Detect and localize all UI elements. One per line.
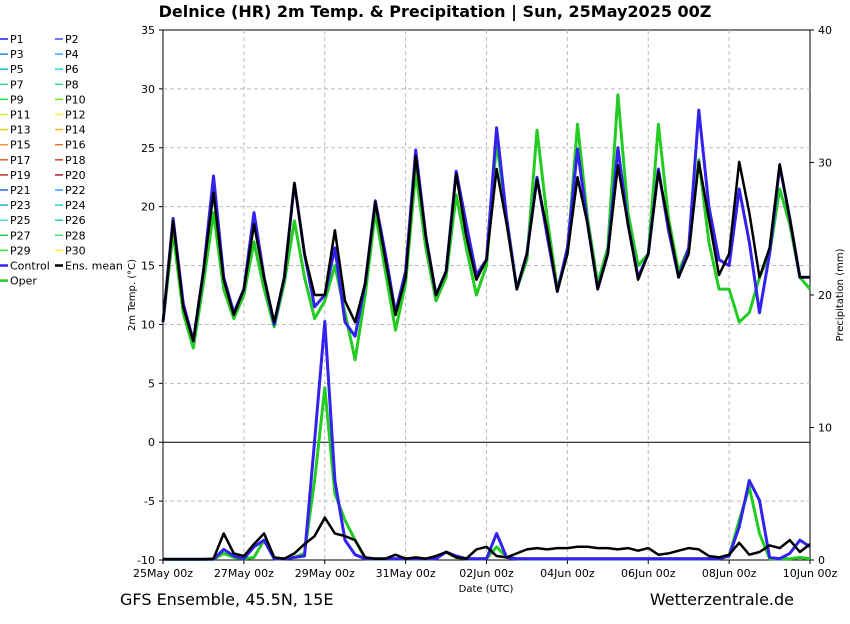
legend-label: Ens. mean	[65, 260, 123, 273]
y-tick-label: -5	[144, 495, 155, 508]
y2-axis-label: Precipitation (mm)	[835, 248, 846, 341]
legend-label: P19	[10, 169, 31, 182]
y-tick-label: 20	[141, 201, 155, 214]
legend-label: P5	[10, 63, 24, 76]
x-tick-label: 02Jun 00z	[459, 567, 514, 580]
legend-label: P10	[65, 93, 86, 106]
temperature-series-layer	[161, 93, 812, 362]
y2-tick-label: 20	[818, 289, 832, 302]
legend-label: Control	[10, 260, 50, 273]
x-axis-ticks: 25May 00z 27May 00z 29May 00z 31May 00z 02Ju…	[133, 560, 837, 580]
y-tick-label: 25	[141, 142, 155, 155]
legend-label: P20	[65, 169, 86, 182]
legend-label: P16	[65, 139, 86, 152]
y2-tick-label: 0	[818, 554, 825, 567]
legend-label: P13	[10, 124, 31, 137]
x-tick-label: 04Jun 00z	[540, 567, 595, 580]
x-axis-label: Date (UTC)	[459, 584, 514, 595]
legend-label: P14	[65, 124, 86, 137]
y-axis-ticks: -10 -5 0 5 10 15 20 25 30 35	[137, 24, 163, 567]
x-tick-label: 29May 00z	[295, 567, 355, 580]
y-tick-label: 30	[141, 83, 155, 96]
legend-label: P8	[65, 78, 79, 91]
x-tick-label: 08Jun 00z	[702, 567, 757, 580]
x-tick-label: 10Jun 00z	[783, 567, 838, 580]
precip-line-ens-mean	[163, 516, 811, 561]
y2-tick-label: 40	[818, 24, 832, 37]
legend-label: P28	[65, 229, 86, 242]
legend-label: P27	[10, 229, 31, 242]
legend-label: P7	[10, 78, 24, 91]
legend: P1 P2 P3 P4 P5 P6 P7 P8 P9 P10 P11 P12 P13 P14 P15 P16 P…	[0, 33, 123, 288]
x-tick-label: 25May 00z	[133, 567, 193, 580]
legend-label: P2	[65, 33, 79, 46]
legend-label: P1	[10, 33, 24, 46]
legend-label: P21	[10, 184, 31, 197]
legend-label: P9	[10, 93, 24, 106]
legend-label: P30	[65, 244, 86, 257]
legend-label: P6	[65, 63, 79, 76]
chart-title: Delnice (HR) 2m Temp. & Precipitation | …	[159, 2, 712, 22]
legend-label: P17	[10, 154, 31, 167]
legend-label: P3	[10, 48, 24, 61]
y-tick-label: 10	[141, 318, 155, 331]
y2-tick-label: 30	[818, 157, 832, 170]
legend-label: P23	[10, 199, 31, 212]
footer-brand: Wetterzentrale.de	[650, 590, 794, 609]
y2-axis-ticks: 0 10 20 30 40	[810, 24, 832, 567]
x-tick-label: 06Jun 00z	[621, 567, 676, 580]
temp-line-ens-mean	[161, 154, 810, 343]
legend-label: P11	[10, 109, 31, 122]
legend-label: P15	[10, 139, 31, 152]
x-tick-label: 31May 00z	[376, 567, 436, 580]
y-tick-label: 0	[148, 436, 155, 449]
legend-label: P4	[65, 48, 79, 61]
footer-source: GFS Ensemble, 45.5N, 15E	[120, 590, 333, 609]
legend-label: P22	[65, 184, 86, 197]
legend-label: Oper	[10, 275, 37, 288]
y-tick-label: 15	[141, 260, 155, 273]
legend-label: P18	[65, 154, 86, 167]
y-axis-label: 2m Temp. (°C)	[127, 259, 138, 331]
y-tick-label: 5	[148, 377, 155, 390]
grid-layer	[163, 30, 810, 560]
y2-tick-label: 10	[818, 422, 832, 435]
legend-label: P12	[65, 109, 86, 122]
x-tick-label: 27May 00z	[214, 567, 274, 580]
legend-label: P25	[10, 214, 31, 227]
y-tick-label: -10	[137, 554, 155, 567]
precipitation-series-layer	[163, 320, 811, 561]
legend-label: P24	[65, 199, 86, 212]
y-tick-label: 35	[141, 24, 155, 37]
legend-label: P29	[10, 244, 31, 257]
legend-label: P26	[65, 214, 86, 227]
